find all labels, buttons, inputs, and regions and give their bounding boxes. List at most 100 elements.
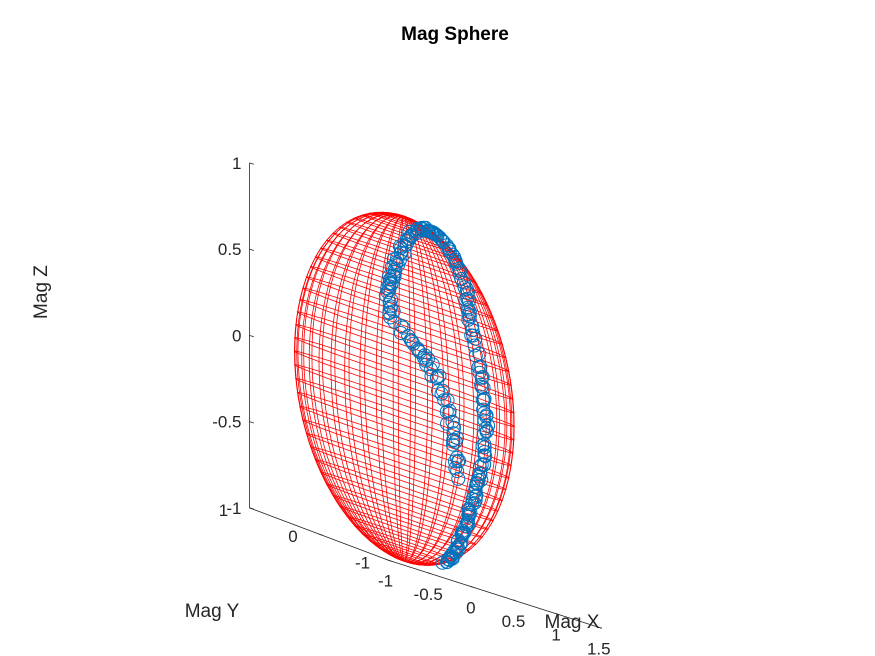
data-point xyxy=(461,302,476,317)
data-point xyxy=(440,555,454,570)
x-tick-mark xyxy=(470,585,474,588)
data-point xyxy=(477,413,492,428)
data-point xyxy=(384,260,399,275)
data-point xyxy=(477,440,492,455)
data-point xyxy=(475,438,490,453)
sphere-meridian-line xyxy=(308,213,405,562)
sphere-meridian-line xyxy=(404,215,416,562)
data-point xyxy=(387,262,402,277)
x-tick-label: -0.5 xyxy=(414,585,443,604)
data-point xyxy=(446,426,461,441)
data-point xyxy=(477,406,492,420)
data-point xyxy=(445,437,460,452)
data-point xyxy=(434,386,449,401)
sphere-meridian-line xyxy=(296,212,405,562)
data-point xyxy=(468,331,483,346)
sphere-meridian-line xyxy=(404,215,433,562)
data-point xyxy=(472,365,487,380)
data-point xyxy=(424,369,439,383)
data-point xyxy=(475,370,490,384)
data-point xyxy=(439,404,454,419)
data-point xyxy=(474,377,489,392)
x-tick-mark xyxy=(512,599,517,602)
y-tick-mark xyxy=(388,559,393,563)
data-point xyxy=(419,357,434,372)
x-tick-mark xyxy=(384,558,389,561)
y-axis-label: Mag Y xyxy=(185,601,240,622)
sphere-meridian-line xyxy=(404,215,475,564)
data-point xyxy=(449,450,464,465)
data-point xyxy=(452,453,467,468)
sphere-meridian-line xyxy=(392,215,405,562)
z-tick-mark xyxy=(249,421,254,424)
z-axis-label: Mag Z xyxy=(31,265,52,319)
data-point xyxy=(472,469,486,484)
sphere-meridian-line xyxy=(404,215,465,563)
sphere-meridian-line xyxy=(404,215,450,563)
data-point xyxy=(406,336,421,351)
data-point xyxy=(465,323,480,337)
data-point xyxy=(449,540,464,555)
data-point xyxy=(442,553,457,568)
z-tick-mark xyxy=(249,162,254,165)
data-point xyxy=(460,291,475,306)
z-tick-mark xyxy=(249,248,254,251)
x-tick-label: 0 xyxy=(466,599,475,618)
x-tick-label: 1 xyxy=(551,626,560,645)
x-tick-mark xyxy=(555,613,560,616)
data-point xyxy=(461,307,476,322)
data-point xyxy=(469,488,484,503)
data-point xyxy=(465,319,480,334)
data-point xyxy=(442,406,457,421)
sphere-latitude-line xyxy=(293,337,515,414)
data-point xyxy=(458,292,473,307)
sphere-meridian-line xyxy=(375,215,405,562)
data-point xyxy=(448,460,463,475)
data-point xyxy=(473,360,488,374)
sphere-meridian-line xyxy=(348,214,405,562)
sphere-meridian-line xyxy=(344,215,405,562)
sphere-meridian-line xyxy=(380,215,405,562)
sphere-meridian-line xyxy=(404,215,461,564)
data-point xyxy=(393,326,408,340)
sphere-meridian-line xyxy=(364,215,405,562)
data-point xyxy=(465,497,480,511)
data-point xyxy=(477,448,492,463)
data-point xyxy=(460,300,475,315)
data-point xyxy=(481,418,496,433)
data-point xyxy=(447,454,462,469)
y-tick-mark xyxy=(318,533,324,536)
y-tick-label: 1 xyxy=(219,501,228,520)
z-tick-label: 0.5 xyxy=(218,240,242,259)
z-tick-label: -1 xyxy=(226,499,241,518)
data-point xyxy=(464,328,479,343)
sphere-meridian-line xyxy=(293,211,405,562)
data-point xyxy=(462,505,477,520)
chart-title: Mag Sphere xyxy=(401,24,509,45)
data-point xyxy=(452,261,466,276)
data-point xyxy=(435,383,450,398)
z-tick-mark xyxy=(249,335,254,338)
data-point xyxy=(440,416,454,431)
z-tick-mark xyxy=(249,507,254,510)
y-tick-label: 0 xyxy=(288,527,297,546)
data-point xyxy=(403,333,418,347)
data-point xyxy=(404,334,419,349)
data-point xyxy=(382,282,397,297)
x-tick-label: 1.5 xyxy=(587,639,611,656)
data-point xyxy=(447,420,462,435)
y-tick-label: -1 xyxy=(355,553,370,572)
data-point xyxy=(451,471,466,486)
sphere-meridian-line xyxy=(301,212,405,562)
x-tick-label: 0.5 xyxy=(502,612,526,631)
sphere-meridian-line xyxy=(359,215,405,562)
sphere-meridian-line xyxy=(330,214,405,562)
z-tick-label: 0 xyxy=(232,326,241,345)
data-point xyxy=(474,371,489,386)
data-points xyxy=(378,220,496,570)
data-point xyxy=(460,285,475,300)
data-point xyxy=(435,555,450,570)
data-point xyxy=(452,266,467,281)
